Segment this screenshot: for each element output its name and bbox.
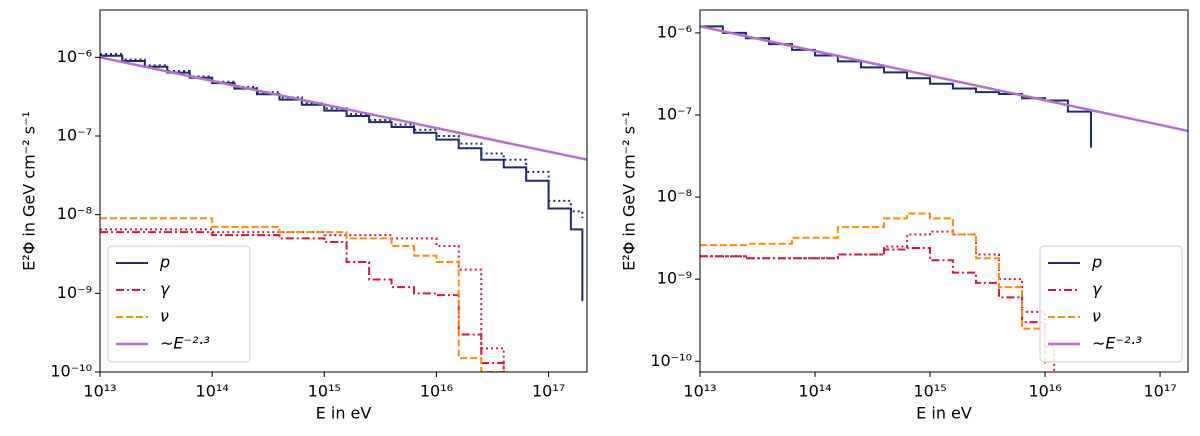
plot-area [100, 53, 587, 372]
x-tick-label: 10¹⁴ [196, 382, 229, 401]
series-line [100, 56, 587, 161]
series-line [700, 246, 1047, 355]
axes-frame [699, 9, 1189, 373]
series-line [700, 230, 1056, 372]
legend-label: γ [1092, 280, 1103, 299]
y-tick-label: 10⁻⁶ [657, 22, 692, 41]
y-tick-label: 10⁻¹⁰ [50, 362, 92, 381]
x-tick-label: 10¹⁵ [913, 382, 946, 401]
legend-label: ∼E⁻²·³ [1092, 334, 1142, 353]
series-line [700, 25, 1188, 133]
legend-label: ν [1092, 307, 1101, 326]
x-tick-label: 10¹³ [83, 382, 116, 401]
y-tick-label: 10⁻⁸ [657, 187, 692, 206]
y-tick-label: 10⁻⁹ [657, 269, 692, 288]
series-line [700, 25, 1092, 148]
y-tick-label: 10⁻⁹ [57, 283, 92, 302]
series-line [100, 53, 584, 219]
series-line [100, 217, 505, 372]
series-line [100, 228, 505, 372]
x-axis-label: E in eV [916, 404, 972, 423]
y-tick-label: 10⁻⁸ [57, 204, 92, 223]
axes-frame [99, 9, 588, 373]
legend-label: p [1091, 253, 1102, 272]
legend-label: ν [160, 307, 169, 326]
x-tick-label: 10¹⁶ [420, 382, 453, 401]
y-tick-label: 10⁻¹⁰ [650, 351, 692, 370]
y-tick-label: 10⁻⁶ [57, 47, 92, 66]
x-tick-label: 10¹⁵ [308, 382, 341, 401]
series-line [700, 212, 1047, 366]
x-tick-label: 10¹⁷ [1143, 382, 1176, 401]
x-tick-label: 10¹⁶ [1028, 382, 1061, 401]
x-tick-label: 10¹⁴ [798, 382, 831, 401]
y-tick-label: 10⁻⁷ [657, 104, 692, 123]
series-line [100, 54, 584, 301]
y-tick-label: 10⁻⁷ [57, 126, 92, 145]
legend-box [107, 245, 251, 363]
series-line [100, 231, 505, 372]
x-tick-label: 10¹⁷ [532, 382, 565, 401]
legend-label: γ [160, 280, 171, 299]
x-tick-label: 10¹³ [683, 382, 716, 401]
plot-area [700, 25, 1188, 372]
legend-label: ∼E⁻²·³ [160, 334, 210, 353]
y-axis-label: E²Φ in GeV cm⁻² s⁻¹ [20, 111, 39, 271]
y-axis-label: E²Φ in GeV cm⁻² s⁻¹ [620, 111, 639, 271]
legend-box [1039, 245, 1183, 363]
legend-label: p [159, 253, 170, 272]
x-axis-label: E in eV [316, 404, 372, 423]
